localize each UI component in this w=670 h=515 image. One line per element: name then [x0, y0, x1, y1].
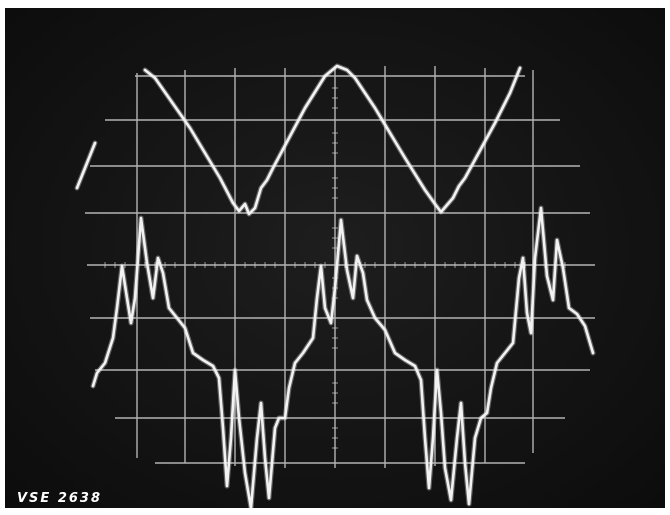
- oscilloscope-screen: [74, 63, 596, 508]
- graticule: [85, 66, 595, 468]
- spike-burst-trace: [90, 205, 596, 508]
- triangle-wave-trace: [74, 63, 523, 217]
- oscilloscope-photo: VSE 2638: [5, 8, 665, 508]
- plate-id-label: VSE 2638: [17, 491, 103, 506]
